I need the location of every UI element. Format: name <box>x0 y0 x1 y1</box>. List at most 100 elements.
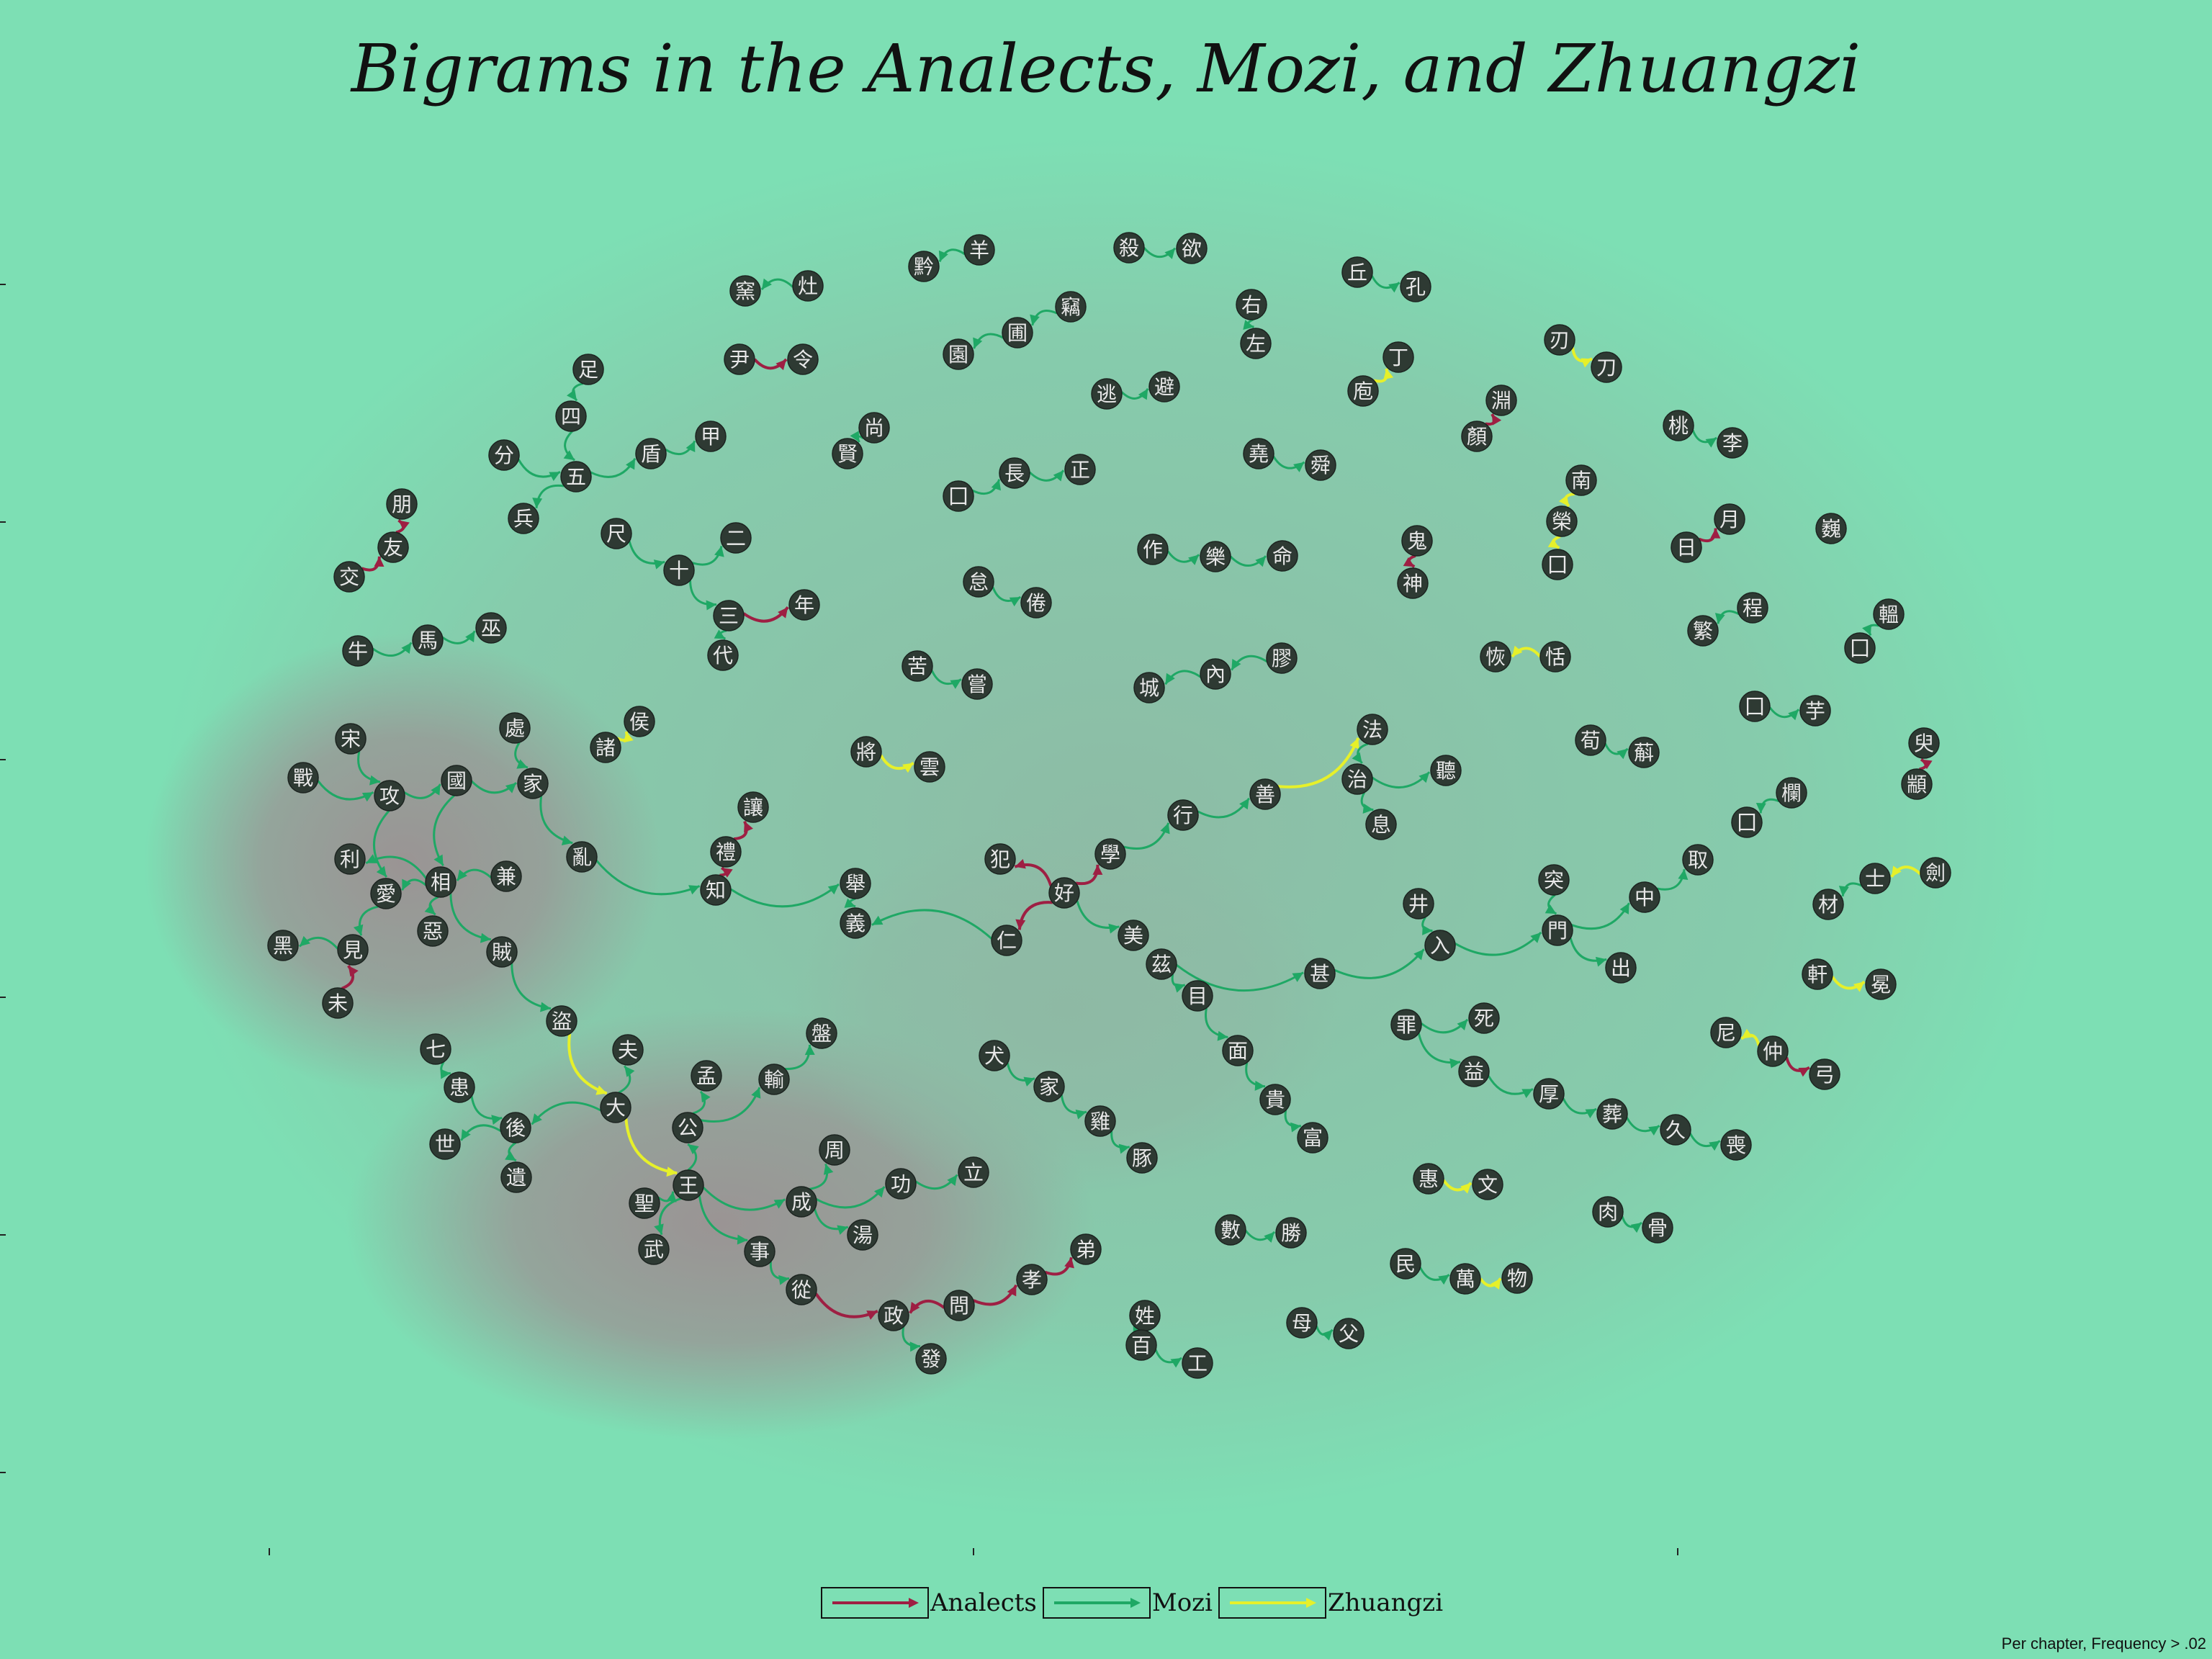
node-弟: 弟 <box>1070 1233 1102 1265</box>
node-circle <box>850 736 882 768</box>
edge-arrowhead <box>1188 554 1200 565</box>
node-殺: 殺 <box>1113 232 1145 264</box>
node-久: 久 <box>1660 1114 1691 1146</box>
edge-arrowhead <box>1581 358 1593 368</box>
node-未: 未 <box>322 987 354 1019</box>
node-犯: 犯 <box>984 843 1016 875</box>
node-將: 將 <box>850 736 882 768</box>
node-丁: 丁 <box>1382 341 1414 373</box>
node-立: 立 <box>958 1156 989 1188</box>
node-circle <box>1710 1017 1742 1048</box>
legend-label: Mozi <box>1151 1588 1213 1617</box>
node-label: 將 <box>856 740 876 764</box>
node-circle <box>590 732 621 763</box>
node-材: 材 <box>1812 889 1844 920</box>
node-label: 家 <box>523 772 543 796</box>
edge-arrowhead <box>850 431 860 442</box>
node-label: 門 <box>1547 919 1568 943</box>
node-竊: 竊 <box>1055 291 1087 323</box>
node-王: 王 <box>673 1169 704 1201</box>
node-label: 文 <box>1478 1173 1498 1197</box>
node-喪: 喪 <box>1720 1129 1752 1161</box>
edge-arrowhead <box>1798 1067 1809 1077</box>
node-羊: 羊 <box>963 234 995 266</box>
node-label: 庖 <box>1353 379 1373 403</box>
node-label: 囗 <box>1547 553 1568 577</box>
node-label: 倦 <box>1026 591 1046 615</box>
node-circle <box>1267 540 1298 572</box>
node-戰: 戰 <box>287 762 319 793</box>
node-惠: 惠 <box>1413 1163 1444 1195</box>
node-circle <box>370 878 402 909</box>
node-園: 園 <box>943 338 974 370</box>
edge-arrowhead <box>1788 709 1799 721</box>
node-宋: 宋 <box>335 723 367 755</box>
node-label: 久 <box>1665 1118 1686 1142</box>
node-label: 突 <box>1544 868 1564 892</box>
edge-arrowhead <box>1741 1028 1753 1039</box>
node-circle <box>1539 641 1571 673</box>
node-足: 足 <box>572 354 604 385</box>
node-label: 茲 <box>1151 953 1172 976</box>
node-label: 盤 <box>811 1022 832 1046</box>
node-label: 輸 <box>764 1068 784 1092</box>
node-label: 善 <box>1255 783 1275 806</box>
edge-arrowhead <box>827 884 840 895</box>
node-城: 城 <box>1133 672 1165 703</box>
node-circle <box>1776 777 1807 809</box>
edge-zhuangzi <box>624 1118 678 1175</box>
node-label: 尚 <box>864 416 884 440</box>
edge-arrowhead <box>505 1151 516 1161</box>
node-label: 殺 <box>1119 236 1139 260</box>
edge-arrowhead <box>1239 798 1249 810</box>
edge-arrowhead <box>751 1087 761 1099</box>
node-circle <box>1094 838 1126 870</box>
node-circle <box>1200 541 1231 572</box>
node-家: 家 <box>1033 1071 1065 1102</box>
node-label: 恬 <box>1545 645 1565 669</box>
node-輸: 輸 <box>758 1064 790 1095</box>
node-劍: 劍 <box>1920 857 1951 889</box>
edge-arrowhead <box>1290 1122 1301 1133</box>
edge-arrowhead <box>950 679 961 689</box>
node-label: 賢 <box>837 442 858 466</box>
node-label: 知 <box>706 878 726 902</box>
node-label: 豚 <box>1132 1146 1152 1170</box>
node-circle <box>1182 1347 1213 1379</box>
edge-arrowhead <box>873 1187 885 1198</box>
node-入: 入 <box>1424 930 1456 961</box>
node-label: 材 <box>1818 893 1838 917</box>
node-厚: 厚 <box>1533 1078 1565 1110</box>
node-label: 宋 <box>341 727 361 751</box>
node-左: 左 <box>1240 328 1272 359</box>
node-circle <box>1133 672 1165 703</box>
edge-mozi <box>730 883 840 908</box>
node-代: 代 <box>707 639 739 671</box>
node-聖: 聖 <box>629 1187 660 1219</box>
node-label: 萬 <box>1455 1267 1475 1291</box>
edge-arrowhead <box>1449 1058 1461 1069</box>
node-label: 惠 <box>1419 1167 1439 1191</box>
node-label: 尼 <box>1716 1021 1736 1045</box>
edge-arrowhead <box>1545 904 1557 914</box>
node-label: 王 <box>678 1174 698 1197</box>
node-circle <box>1873 598 1905 630</box>
edge-arrowhead <box>1165 673 1175 685</box>
node-circle <box>1629 881 1660 913</box>
node-circle <box>287 762 319 793</box>
node-circle <box>1070 1233 1102 1265</box>
node-井: 井 <box>1403 888 1434 920</box>
node-孝: 孝 <box>1016 1264 1048 1295</box>
node-circle <box>475 612 507 644</box>
node-label: 樂 <box>1205 545 1226 569</box>
axis-ticks <box>0 284 1678 1555</box>
node-label: 見 <box>343 938 363 962</box>
node-label: 巍 <box>1821 517 1841 541</box>
node-circle <box>333 561 365 593</box>
node-circle <box>758 1064 790 1095</box>
node-circle <box>1333 1318 1364 1349</box>
node-label: 淵 <box>1491 389 1511 413</box>
node-label: 勝 <box>1281 1221 1301 1245</box>
edge-arrowhead <box>1547 538 1560 549</box>
